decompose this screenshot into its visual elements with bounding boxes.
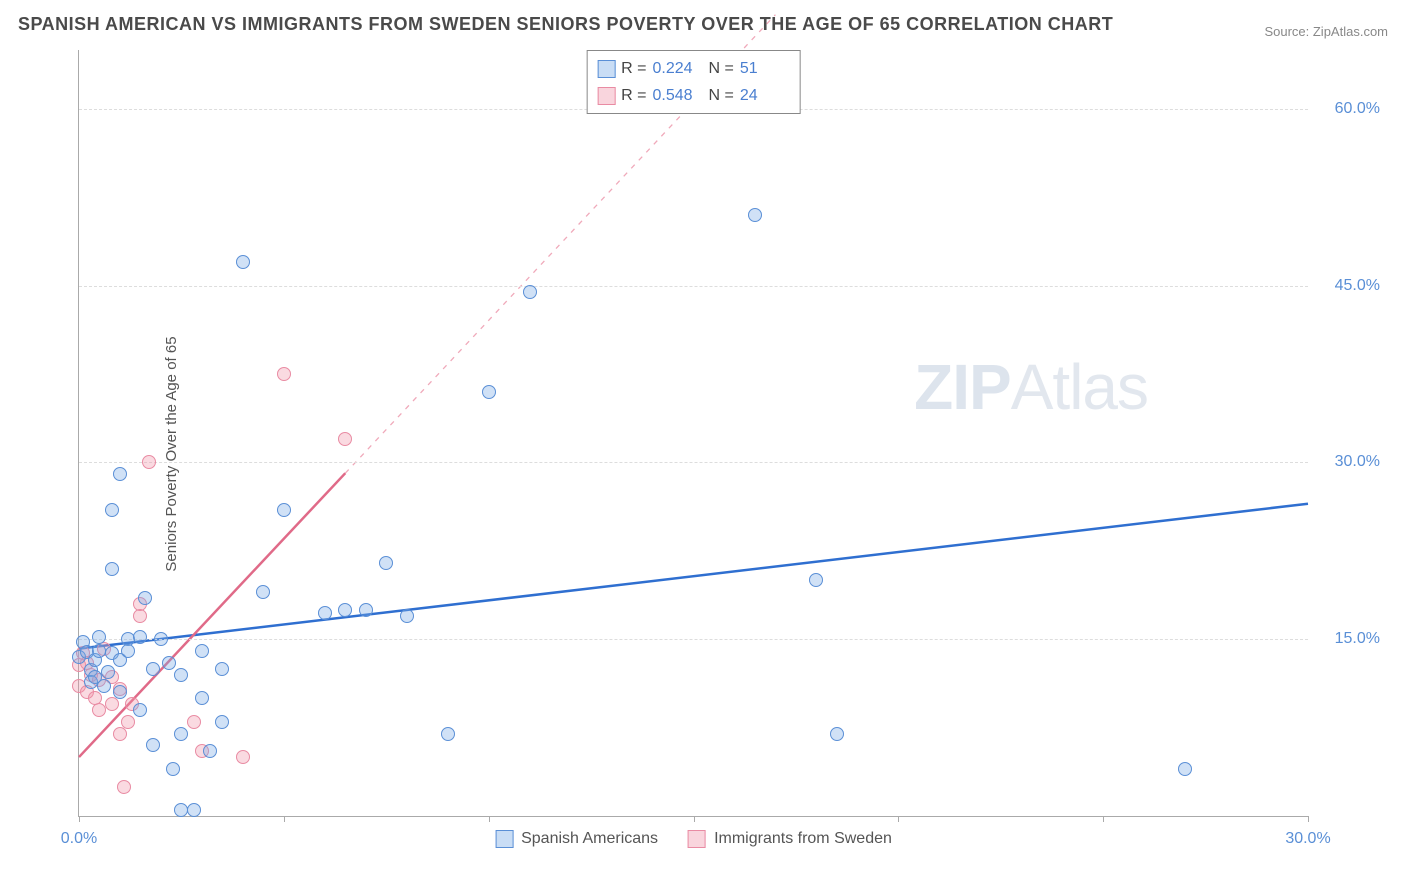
grid-line — [79, 462, 1308, 463]
data-point-b — [236, 750, 250, 764]
data-point-a — [482, 385, 496, 399]
data-point-b — [121, 715, 135, 729]
data-point-b — [117, 780, 131, 794]
r-label: R = — [621, 55, 646, 82]
y-tick-label: 15.0% — [1335, 630, 1380, 648]
data-point-b — [105, 697, 119, 711]
data-point-a — [146, 738, 160, 752]
data-point-a — [174, 668, 188, 682]
swatch-a-icon — [597, 60, 615, 78]
data-point-a — [113, 467, 127, 481]
y-tick-label: 30.0% — [1335, 453, 1380, 471]
data-point-a — [809, 573, 823, 587]
data-point-a — [166, 762, 180, 776]
data-point-a — [195, 691, 209, 705]
legend-stats: R = 0.224 N = 51 R = 0.548 N = 24 — [586, 50, 801, 114]
x-tick — [489, 816, 490, 822]
legend-item-b: Immigrants from Sweden — [688, 830, 892, 848]
data-point-a — [146, 662, 160, 676]
data-point-a — [256, 585, 270, 599]
data-point-a — [359, 603, 373, 617]
data-point-b — [187, 715, 201, 729]
data-point-a — [338, 603, 352, 617]
trend-line-a — [79, 504, 1308, 649]
data-point-b — [277, 367, 291, 381]
data-point-a — [174, 727, 188, 741]
swatch-b-icon — [597, 87, 615, 105]
data-point-a — [523, 285, 537, 299]
data-point-a — [441, 727, 455, 741]
legend-series: Spanish Americans Immigrants from Sweden — [495, 830, 892, 848]
legend-stats-row-b: R = 0.548 N = 24 — [597, 82, 790, 109]
data-point-a — [105, 562, 119, 576]
data-point-a — [236, 255, 250, 269]
data-point-a — [1178, 762, 1192, 776]
x-tick-label: 30.0% — [1285, 830, 1330, 848]
grid-line — [79, 639, 1308, 640]
data-point-b — [142, 455, 156, 469]
data-point-a — [195, 644, 209, 658]
x-tick — [1103, 816, 1104, 822]
data-point-a — [138, 591, 152, 605]
n-value-a: 51 — [740, 55, 790, 82]
legend-stats-row-a: R = 0.224 N = 51 — [597, 55, 790, 82]
data-point-a — [277, 503, 291, 517]
x-tick — [79, 816, 80, 822]
r-label: R = — [621, 82, 646, 109]
data-point-b — [113, 727, 127, 741]
data-point-a — [105, 503, 119, 517]
n-label: N = — [709, 82, 734, 109]
data-point-a — [379, 556, 393, 570]
data-point-a — [92, 630, 106, 644]
data-point-a — [133, 630, 147, 644]
x-tick — [694, 816, 695, 822]
plot-area: ZIPAtlas R = 0.224 N = 51 R = 0.548 N = … — [78, 50, 1308, 817]
chart-title: SPANISH AMERICAN VS IMMIGRANTS FROM SWED… — [18, 14, 1113, 35]
trend-lines-layer — [79, 50, 1308, 816]
n-value-b: 24 — [740, 82, 790, 109]
source-attribution: Source: ZipAtlas.com — [1264, 24, 1388, 39]
data-point-a — [830, 727, 844, 741]
y-tick-label: 60.0% — [1335, 100, 1380, 118]
legend-label-a: Spanish Americans — [521, 830, 658, 848]
data-point-a — [400, 609, 414, 623]
data-point-a — [318, 606, 332, 620]
swatch-a-icon — [495, 830, 513, 848]
r-value-a: 0.224 — [653, 55, 703, 82]
data-point-a — [203, 744, 217, 758]
r-value-b: 0.548 — [653, 82, 703, 109]
data-point-a — [748, 208, 762, 222]
legend-label-b: Immigrants from Sweden — [714, 830, 892, 848]
trend-line-b — [79, 473, 345, 757]
x-tick — [284, 816, 285, 822]
data-point-a — [215, 715, 229, 729]
data-point-a — [215, 662, 229, 676]
data-point-a — [154, 632, 168, 646]
data-point-a — [97, 679, 111, 693]
n-label: N = — [709, 55, 734, 82]
grid-line — [79, 286, 1308, 287]
data-point-a — [162, 656, 176, 670]
x-tick — [1308, 816, 1309, 822]
x-tick-label: 0.0% — [61, 830, 97, 848]
legend-item-a: Spanish Americans — [495, 830, 658, 848]
data-point-a — [101, 665, 115, 679]
data-point-a — [187, 803, 201, 817]
x-tick — [898, 816, 899, 822]
data-point-b — [338, 432, 352, 446]
y-tick-label: 45.0% — [1335, 277, 1380, 295]
data-point-a — [121, 644, 135, 658]
swatch-b-icon — [688, 830, 706, 848]
data-point-a — [133, 703, 147, 717]
data-point-a — [113, 685, 127, 699]
chart-container: Seniors Poverty Over the Age of 65 ZIPAt… — [50, 50, 1388, 857]
